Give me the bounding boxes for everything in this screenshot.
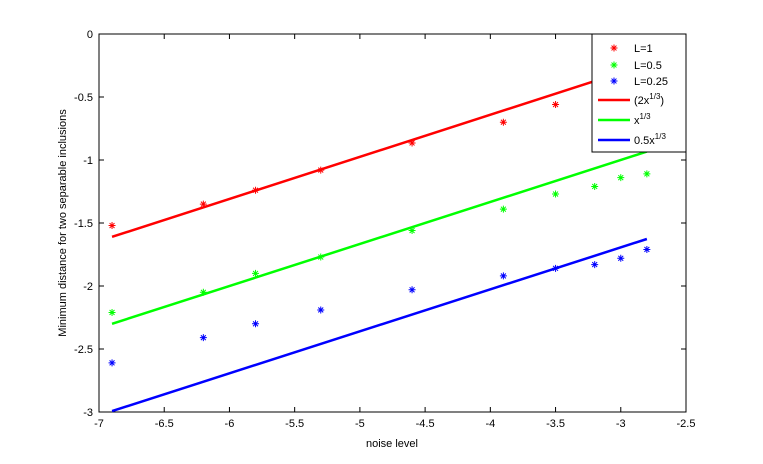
legend-label-text: L=1 [634,43,653,55]
x-tick-label: -3.5 [546,418,565,430]
legend-label: (2x1/3) [634,92,664,107]
star-point [317,306,325,314]
legend-label: L=0.25 [634,76,668,88]
legend-marker [610,44,618,52]
star-point [108,222,116,230]
legend-label-end: ) [660,95,664,107]
star-point [199,200,207,208]
star-point [552,101,560,109]
legend-marker [610,77,618,85]
y-tick-label: -1 [83,155,93,167]
x-tick-label: -4 [485,418,495,430]
x-tick-label: -4.5 [416,418,435,430]
x-tick-label: -6 [225,418,235,430]
star-point [408,139,416,147]
x-tick-label: -6.5 [155,418,174,430]
x-tick-label: -3 [616,418,626,430]
legend-label-sup: 1/3 [640,112,652,121]
y-tick-label: -2.5 [74,344,93,356]
star-point [199,288,207,296]
star-point [499,272,507,280]
legend-label-text: (2x [634,95,650,107]
fit-line [111,63,648,239]
star-point [408,227,416,235]
x-axis-label: noise level [366,438,418,450]
y-tick-label: 0 [87,29,93,41]
star-point [199,334,207,342]
legend-label-text: L=0.5 [634,60,662,72]
y-tick-label: -2 [83,281,93,293]
y-tick-label: -1.5 [74,218,93,230]
y-tick-label: -0.5 [74,92,93,104]
legend-label-text: L=0.25 [634,76,668,88]
star-point [252,269,260,277]
legend: L=1L=0.5L=0.25(2x1/3)x1/30.5x1/3 [591,33,687,153]
y-tick-label: -3 [83,407,93,419]
legend-label-text: x [634,115,640,127]
star-point [643,245,651,253]
x-tick-label: -5 [355,418,365,430]
star-point [552,190,560,198]
star-point [408,286,416,294]
star-point [591,261,599,269]
star-point [591,182,599,190]
star-point [108,308,116,316]
star-point [617,254,625,262]
legend-label-sup: 1/3 [649,92,661,101]
legend-label-text: 0.5x [634,135,655,147]
x-tick-label: -5.5 [285,418,304,430]
legend-label: L=0.5 [634,60,662,72]
star-point [499,205,507,213]
legend-label-sup: 1/3 [655,132,667,141]
legend-label: x1/3 [634,112,651,127]
star-point [252,320,260,328]
star-point [499,118,507,126]
y-axis-label: Minimum distance for two separable inclu… [57,109,69,337]
x-tick-label: -7 [94,418,104,430]
legend-marker [610,61,618,69]
fit-line [111,237,648,413]
star-point [108,359,116,367]
x-tick-label: -2.5 [677,418,696,430]
star-point [643,170,651,178]
plot-area [98,33,687,413]
fit-line [111,150,648,325]
legend-label: 0.5x1/3 [634,132,666,147]
legend-box [591,33,687,153]
star-point [617,174,625,182]
legend-label: L=1 [634,43,653,55]
